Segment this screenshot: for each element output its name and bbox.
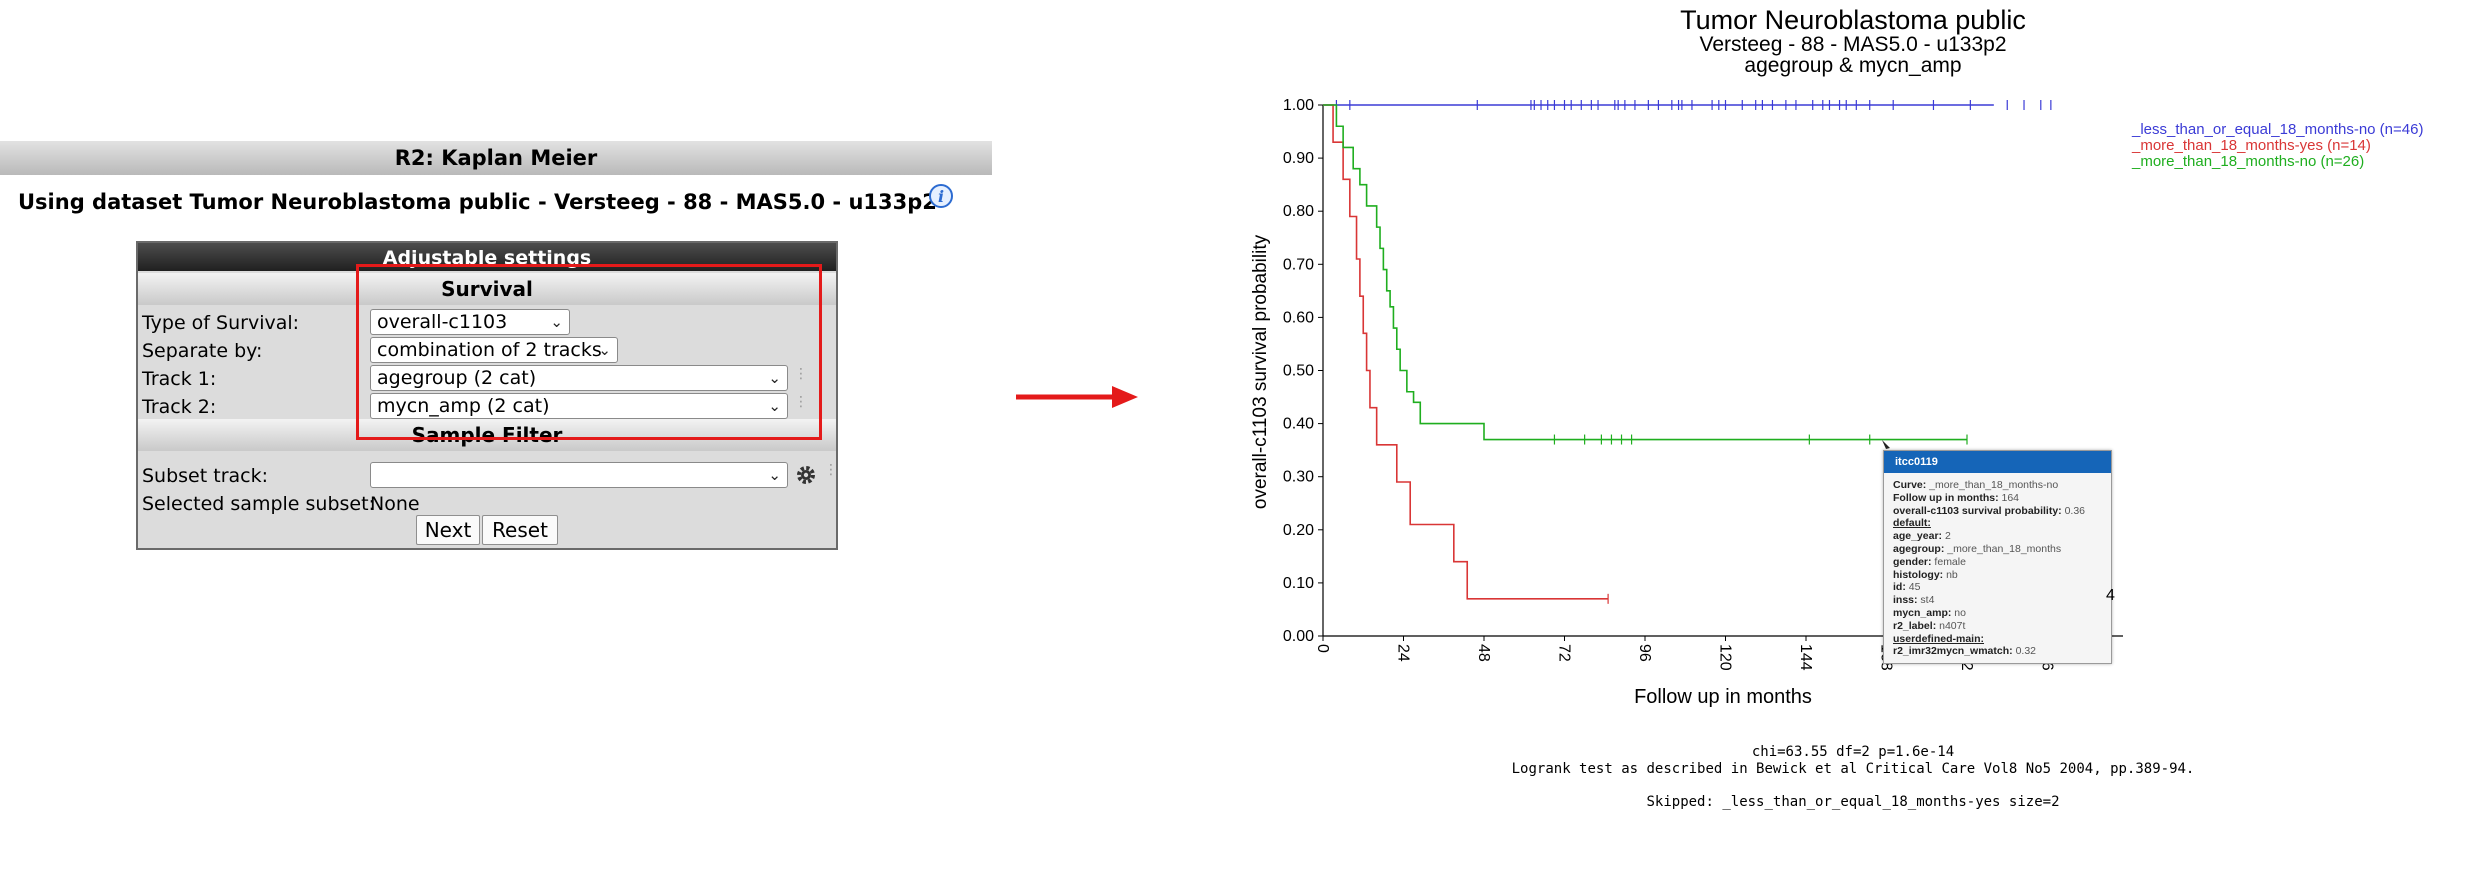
y-tick-label: 0.20 — [1283, 522, 1314, 539]
chart-subtitle2: agegroup & mycn_amp — [1744, 54, 1962, 77]
tooltip-line: Follow up in months: 164 — [1893, 491, 2020, 504]
y-tick-label: 0.30 — [1283, 469, 1314, 486]
tooltip-line: r2_imr32mycn_wmatch: 0.32 — [1893, 645, 2037, 658]
sample-filter-section-title: Sample Filter — [138, 419, 836, 451]
track1-label: Track 1: — [142, 368, 217, 390]
chart-title: Tumor Neuroblastoma public — [1680, 5, 2026, 35]
y-tick-label: 0.10 — [1283, 575, 1314, 592]
tooltip-line: default: — [1893, 517, 1931, 530]
x-tick-label: 144 — [1797, 644, 1814, 671]
stats-block: chi=63.55 df=2 p=1.6e-14 Logrank test as… — [1478, 744, 2228, 811]
separate-by-value: combination of 2 tracks — [377, 339, 602, 361]
reset-button[interactable]: Reset — [482, 515, 558, 545]
tooltip-line: mycn_amp: no — [1893, 606, 1966, 619]
selected-subset-value: None — [370, 493, 420, 515]
tooltip-line: histology: nb — [1893, 568, 1958, 581]
tooltip-line: gender: female — [1893, 555, 1966, 568]
type-of-survival-label: Type of Survival: — [142, 312, 300, 334]
selected-subset-label: Selected sample subset: — [142, 493, 375, 515]
x-tick-label: 96 — [1636, 644, 1653, 662]
y-tick-label: 0.60 — [1283, 309, 1314, 326]
type-of-survival-value: overall-c1103 — [377, 311, 508, 333]
tooltip-line: overall-c1103 survival probability: 0.36 — [1893, 504, 2086, 517]
x-tick-label: 0 — [1314, 644, 1331, 653]
chart-subtitle: Versteeg - 88 - MAS5.0 - u133p2 — [1699, 33, 2007, 56]
x-tick-label: 24 — [1395, 644, 1412, 662]
subset-track-label: Subset track: — [142, 465, 268, 487]
y-tick-label: 0.50 — [1283, 363, 1314, 380]
next-button[interactable]: Next — [416, 515, 480, 545]
legend-entry-1: _more_than_18_months-yes (n=14) — [2131, 137, 2371, 154]
stats-skipped: Skipped: _less_than_or_equal_18_months-y… — [1646, 794, 2060, 810]
track1-select[interactable]: agegroup (2 cat) ⌄ — [370, 365, 788, 391]
x-tick-label: 48 — [1475, 644, 1492, 662]
sample-tooltip: itcc0119 Curve: _more_than_18_months-no F… — [1883, 450, 2112, 664]
page-title: R2: Kaplan Meier — [0, 141, 992, 175]
cursor-pointer-icon — [1882, 440, 1890, 449]
tooltip-title: itcc0119 — [1884, 451, 2111, 473]
y-tick-label: 1.00 — [1283, 97, 1314, 114]
svg-text:i: i — [938, 187, 944, 206]
track2-label: Track 2: — [142, 396, 217, 418]
subset-track-select[interactable]: ⌄ — [370, 462, 788, 488]
dataset-line: Using dataset Tumor Neuroblastoma public… — [18, 190, 937, 214]
y-tick-label: 0.90 — [1283, 150, 1314, 167]
km-curve-1 — [1323, 104, 1609, 600]
tooltip-line: id: 45 — [1893, 581, 1921, 594]
x-tick-label: 120 — [1717, 644, 1734, 671]
x-axis-label: Follow up in months — [1634, 686, 1812, 708]
hidden-axis-label: 4 — [2106, 587, 2115, 604]
arrow-right-icon — [1016, 386, 1138, 408]
separate-by-label: Separate by: — [142, 340, 263, 362]
track2-select[interactable]: mycn_amp (2 cat) ⌄ — [370, 393, 788, 419]
tooltip-line: inss: st4 — [1893, 594, 1935, 607]
track2-value: mycn_amp (2 cat) — [377, 395, 550, 417]
tooltip-line: age_year: 2 — [1893, 530, 1951, 543]
y-tick-label: 0.70 — [1283, 256, 1314, 273]
legend-entry-2: _more_than_18_months-no (n=26) — [2131, 153, 2364, 170]
type-of-survival-select[interactable]: overall-c1103 ⌄ — [370, 309, 570, 335]
legend-entry-0: _less_than_or_equal_18_months-no (n=46) — [2131, 121, 2423, 138]
y-tick-label: 0.40 — [1283, 416, 1314, 433]
chevron-down-icon: ⌄ — [768, 369, 781, 387]
stats-chi: chi=63.55 df=2 p=1.6e-14 — [1751, 744, 1955, 760]
y-tick-label: 0.00 — [1283, 628, 1314, 645]
tooltip-line: userdefined-main: — [1893, 632, 1985, 645]
y-tick-label: 0.80 — [1283, 203, 1314, 220]
chevron-down-icon: ⌄ — [550, 313, 563, 331]
km-curve-2 — [1323, 104, 1967, 441]
survival-section-title: Survival — [138, 273, 836, 305]
tooltip-line: r2_label: n407t — [1893, 619, 1966, 632]
track1-value: agegroup (2 cat) — [377, 367, 537, 389]
chevron-down-icon: ⌄ — [768, 466, 781, 484]
y-axis-label: overall-c1103 survival probability — [1250, 234, 1271, 509]
settings-panel: Adjustable settings Survival Type of Sur… — [136, 241, 838, 550]
chevron-down-icon: ⌄ — [598, 341, 611, 359]
stats-logrank: Logrank test as described in Bewick et a… — [1511, 761, 2195, 777]
info-icon[interactable]: i — [928, 183, 954, 209]
separate-by-select[interactable]: combination of 2 tracks ⌄ — [370, 337, 618, 363]
tooltip-line: agegroup: _more_than_18_months — [1893, 542, 2062, 555]
x-tick-label: 72 — [1556, 644, 1573, 662]
gear-icon[interactable] — [794, 463, 818, 487]
tooltip-line: Curve: _more_than_18_months-no — [1893, 479, 2059, 491]
chevron-down-icon: ⌄ — [768, 397, 781, 415]
